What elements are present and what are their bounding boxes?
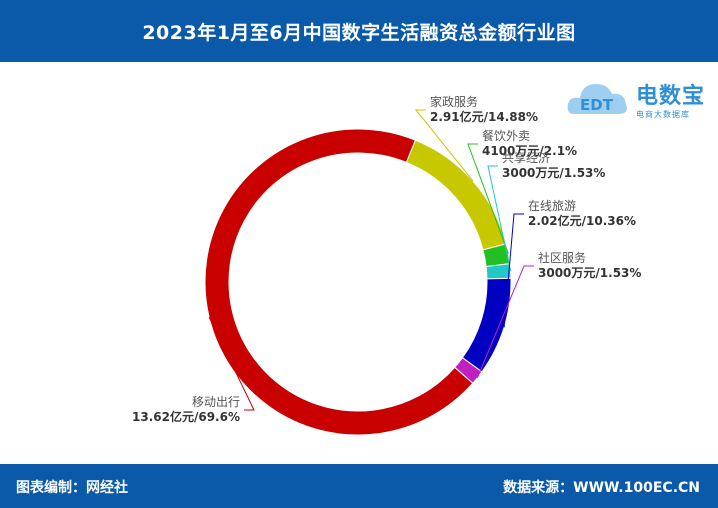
slice-value-label-2: 3000万元/1.53% — [502, 166, 605, 180]
header-bar: 2023年1月至6月中国数字生活融资总金额行业图 — [0, 0, 718, 62]
slice-name-label-0: 家政服务 — [430, 94, 478, 109]
leader-line-0 — [414, 109, 474, 182]
slice-value-label-3: 2.02亿元/10.36% — [528, 213, 636, 228]
slice-name-label-4: 社区服务 — [538, 250, 586, 265]
edt-logo: EDT 电数宝 电商大数据库 — [566, 74, 716, 130]
slice-value-label-5: 13.62亿元/69.6% — [132, 409, 240, 424]
slice-name-label-1: 餐饮外卖 — [482, 128, 530, 143]
leader-line-1 — [467, 143, 509, 254]
footer-bar: 图表编制：网经社 数据来源：WWW.100EC.CN — [0, 464, 718, 508]
slice-name-label-5: 移动出行 — [192, 395, 240, 409]
slice-5 — [204, 128, 474, 436]
slice-name-label-2: 共享经济 — [502, 150, 550, 165]
slice-value-label-0: 2.91亿元/14.88% — [430, 109, 538, 124]
slice-2 — [485, 263, 512, 280]
logo-main-text: 电数宝 — [636, 84, 706, 109]
slice-name-label-3: 在线旅游 — [528, 199, 576, 213]
slice-value-label-4: 3000万元/1.53% — [538, 266, 641, 280]
leader-line-2 — [487, 165, 512, 272]
leader-line-4 — [476, 265, 534, 378]
slice-value-label-1: 4100万元/2.1% — [482, 144, 577, 158]
footer-source-editor: 图表编制：网经社 — [16, 480, 128, 496]
footer-data-source: 数据来源：WWW.100EC.CN — [503, 480, 700, 496]
leader-line-5 — [208, 316, 255, 411]
cloud-logo-icon: EDT — [567, 84, 627, 114]
leader-line-3 — [503, 213, 524, 328]
logo-sub-text: 电商大数据库 — [636, 110, 690, 119]
donut-chart: 家政服务2.91亿元/14.88%餐饮外卖4100万元/2.1%共享经济3000… — [132, 94, 641, 436]
logo-badge-text: EDT — [580, 96, 614, 114]
slice-3 — [461, 277, 512, 373]
chart-title: 2023年1月至6月中国数字生活融资总金额行业图 — [142, 21, 576, 44]
